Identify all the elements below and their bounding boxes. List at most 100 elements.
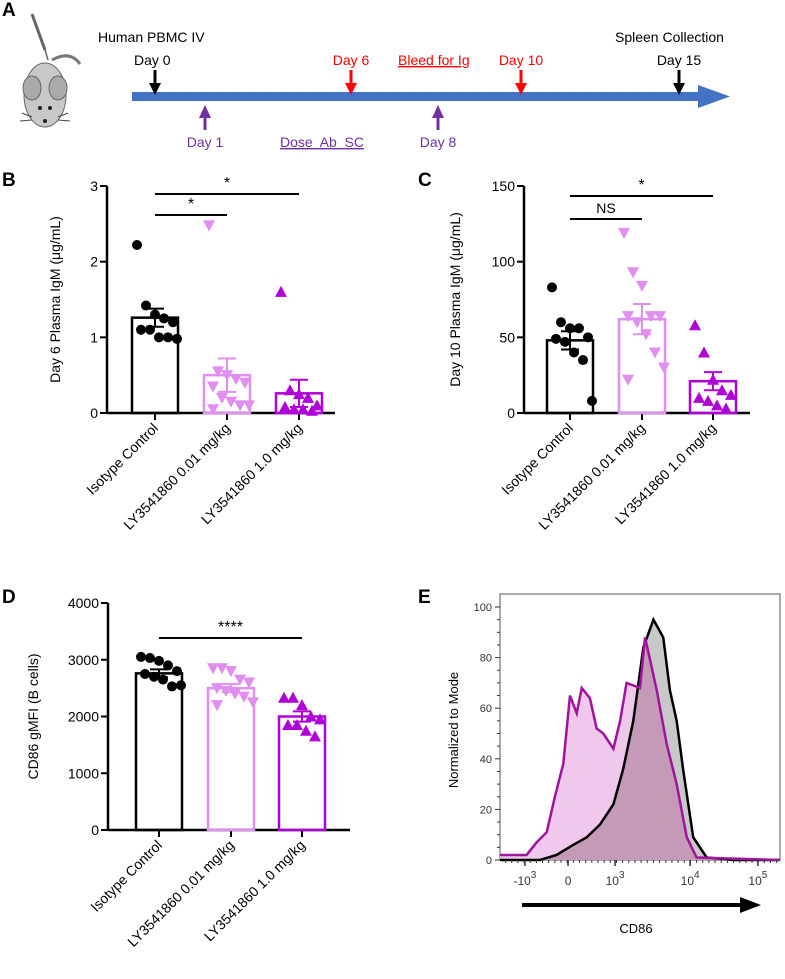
panel-b-bar-chart: B 0 1 2 3 Day 6 Plasma IgM (μg/mL) Isotype Con… [2, 170, 335, 533]
data-point-down-triangle [622, 374, 634, 386]
y-tick-label: 100 [474, 602, 492, 614]
y-tick-label: 0 [486, 855, 492, 867]
data-point-up-triangle [689, 319, 701, 331]
data-point-down-triangle [216, 663, 228, 675]
y-tick-label: 2 [90, 254, 98, 270]
data-point-down-triangle [247, 697, 259, 709]
x-tick-base: 10 [681, 874, 695, 888]
panel-c-bar-chart: C 0 50 100 150 Day 10 Plasma IgM (μg/mL) Isoty… [418, 170, 750, 533]
data-point-down-triangle [203, 220, 215, 232]
up-arrow-head-icon [199, 105, 211, 118]
data-point-circle [172, 333, 182, 344]
down-arrow-head-icon [345, 83, 357, 95]
data-point-up-triangle [311, 399, 323, 411]
significance-label: * [224, 175, 230, 192]
y-tick-label: 3000 [68, 652, 99, 668]
label-day-8: Day 8 [420, 134, 457, 150]
data-point-up-triangle [725, 388, 737, 400]
x-tick-label: 104 [681, 870, 700, 888]
data-point-up-triangle [278, 691, 290, 703]
x-tick-base: 0 [565, 874, 572, 888]
data-point-circle [547, 282, 557, 293]
x-tick-base: 10 [748, 874, 762, 888]
y-tick-label: 60 [480, 703, 492, 715]
data-point-down-triangle [636, 280, 648, 292]
data-point-circle [172, 666, 182, 677]
data-point-down-triangle [230, 373, 242, 385]
panel-letter-b: B [2, 170, 16, 191]
x-tick-label: Isotype Control [87, 837, 165, 915]
y-tick-label: 3 [90, 178, 98, 194]
x-tick-exponent: 3 [531, 870, 537, 881]
y-tick-label: 20 [480, 804, 492, 816]
x-tick-base: -10 [513, 874, 531, 888]
data-point-circle [136, 651, 146, 662]
data-point-circle [163, 332, 173, 343]
panel-letter-e: E [418, 587, 431, 608]
data-point-up-triangle [291, 719, 303, 731]
data-point-up-triangle [698, 346, 710, 358]
timeline-arrows [149, 70, 685, 130]
data-point-circle [583, 332, 593, 343]
data-point-up-triangle [297, 403, 309, 415]
x-axis-arrowhead-icon [740, 897, 761, 913]
significance-label: NS [596, 200, 615, 216]
y-tick-label: 0 [507, 405, 515, 421]
label-human-pbmc-iv: Human PBMC IV [98, 29, 205, 45]
bar [206, 686, 256, 832]
label-day-15: Day 15 [657, 52, 702, 68]
data-point-up-triangle [300, 724, 312, 736]
data-point-up-triangle [306, 404, 318, 416]
data-point-up-triangle [279, 400, 291, 412]
data-point-circle [560, 336, 570, 347]
y-tick-label: 2000 [68, 709, 99, 725]
data-point-circle [168, 317, 178, 328]
data-point-circle [154, 332, 164, 343]
x-tick-label: -103 [513, 870, 536, 888]
down-arrow-head-icon [515, 83, 527, 95]
data-point-down-triangle [243, 677, 255, 689]
charts: B 0 1 2 3 Day 6 Plasma IgM (μg/mL) Isotype Con… [2, 170, 781, 950]
data-point-down-triangle [234, 400, 246, 412]
label-day-10: Day 10 [499, 52, 544, 68]
panel-d-bar-chart: D 0 1000 2000 3000 4000 CD86 gMFI (B cells) Iso… [2, 587, 350, 950]
data-point-down-triangle [649, 347, 661, 359]
data-point-down-triangle [211, 700, 223, 712]
data-point-up-triangle [711, 399, 723, 411]
data-point-circle [556, 317, 566, 328]
data-point-down-triangle [225, 396, 237, 408]
significance-label: * [638, 177, 644, 194]
y-axis-label: Day 6 Plasma IgM (μg/mL) [47, 216, 63, 383]
data-point-up-triangle [288, 403, 300, 415]
data-point-down-triangle [216, 392, 228, 404]
data-point-up-triangle [275, 285, 287, 297]
label-dose-ab-sc: Dose Ab SC [280, 134, 364, 150]
data-point-down-triangle [658, 362, 670, 374]
data-point-down-triangle [243, 400, 255, 412]
panel-letter-c: C [418, 170, 432, 191]
data-point-up-triangle [309, 730, 321, 742]
timeline-bar [132, 92, 700, 101]
x-axis-label: CD86 [619, 921, 652, 936]
data-point-circle [136, 324, 146, 335]
data-point-circle [551, 333, 561, 344]
data-point-up-triangle [302, 391, 314, 403]
data-point-down-triangle [207, 404, 219, 416]
data-point-down-triangle [207, 663, 219, 675]
y-tick-label: 1000 [68, 765, 99, 781]
x-tick-label: 105 [748, 870, 767, 888]
y-axis-label: Day 10 Plasma IgM (μg/mL) [447, 212, 463, 387]
data-point-up-triangle [287, 691, 299, 703]
down-arrow-head-icon [673, 83, 685, 95]
data-point-down-triangle [212, 366, 224, 378]
panel-letter-a: A [2, 0, 16, 21]
y-tick-label: 0 [91, 822, 99, 838]
data-point-down-triangle [234, 674, 246, 686]
x-tick-label: 103 [606, 870, 625, 888]
y-tick-label: 100 [492, 254, 516, 270]
x-tick-exponent: 3 [619, 870, 625, 881]
mouse-syringe-icon [19, 13, 82, 128]
